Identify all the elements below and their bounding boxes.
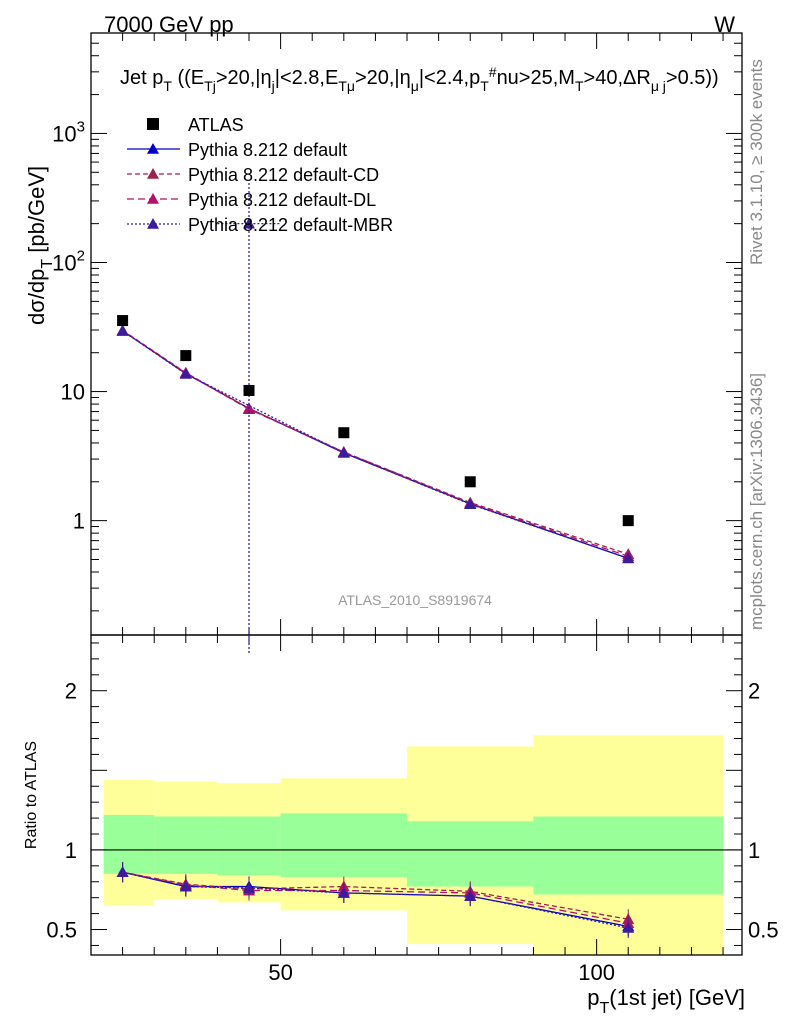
mc-series-2-line <box>122 330 629 557</box>
data-point <box>464 476 476 488</box>
ratio-y-tick-label-left: 0.5 <box>46 918 77 943</box>
data-point <box>243 384 255 396</box>
x-tick-label: 100 <box>578 960 615 985</box>
svg-text:dσ/dpT [pb/GeV]: dσ/dpT [pb/GeV] <box>24 166 56 325</box>
mc-series-3-point <box>337 446 350 458</box>
data-point <box>622 515 634 527</box>
stat-uncertainty-band-1 <box>154 816 218 874</box>
main-panel: Jet pT ((ETj>20,|ηj|<2.8,ETμ>20,|ημ|<2.4… <box>24 32 743 636</box>
legend-marker-atlas <box>147 118 159 130</box>
stat-uncertainty-band-2 <box>217 816 281 876</box>
mc-series-3-point <box>179 367 192 379</box>
data-point <box>117 315 129 327</box>
main-title: Jet pT ((ETj>20,|ηj|<2.8,ETμ>20,|ημ|<2.4… <box>120 64 719 94</box>
ratio-y-tick-label-right: 2 <box>748 679 760 704</box>
legend-label: Pythia 8.212 default-DL <box>188 190 376 210</box>
mc-series-3-point <box>464 498 477 510</box>
ratio-series-3-point <box>179 880 192 892</box>
main-y-tick-label: 102 <box>52 248 85 276</box>
process-label: W <box>714 12 735 37</box>
main-y-tick-label: 1 <box>73 509 85 534</box>
stat-uncertainty-band-0 <box>103 814 155 874</box>
main-y-tick-label: 103 <box>52 118 85 146</box>
data-point <box>338 427 350 439</box>
legend-marker-3 <box>147 193 159 204</box>
ratio-y-tick-label-left: 2 <box>65 679 77 704</box>
ratio-series-2-line <box>122 871 629 924</box>
legend-label: Pythia 8.212 default <box>188 140 347 160</box>
stat-uncertainty-band-4 <box>407 821 534 887</box>
mc-series-3-point <box>243 217 256 229</box>
x-tick-label: 50 <box>268 960 292 985</box>
ratio-series-3-line <box>122 871 629 929</box>
mcplots-label: mcplots.cern.ch [arXiv:1306.3436] <box>747 373 766 630</box>
ratio-series-3-point <box>243 882 256 893</box>
ratio-y-tick-label-right: 0.5 <box>748 918 779 943</box>
ratio-y-tick-label-left: 1 <box>65 838 77 863</box>
analysis-id-label: ATLAS_2010_S8919674 <box>338 592 492 608</box>
legend: ATLAS Pythia 8.212 default Pythia 8.212 de… <box>127 115 393 235</box>
legend-label: Pythia 8.212 default-CD <box>188 165 379 185</box>
ratio-y-tick-label-right: 1 <box>748 838 760 863</box>
legend-marker-4 <box>147 218 159 229</box>
x-axis-label: pT(1st jet) [GeV] <box>587 985 745 1017</box>
mc-series-3-line <box>122 330 629 559</box>
legend-label: Pythia 8.212 default-MBR <box>188 215 393 235</box>
legend-marker-2 <box>147 168 159 179</box>
ratio-series-3-point <box>464 890 477 901</box>
legend-marker-1 <box>147 143 159 154</box>
mc-series-0-line <box>122 330 629 559</box>
legend-label: ATLAS <box>188 115 244 135</box>
mc-series-3-point <box>622 552 635 564</box>
main-y-tick-label: 10 <box>61 380 85 405</box>
mc-series-3-point <box>116 324 129 336</box>
ratio-series-3-point <box>622 921 635 933</box>
mc-series-1-line <box>122 329 629 555</box>
data-point <box>180 350 192 362</box>
ratio-series-3-point <box>337 886 350 898</box>
ratio-panel: Ratio to ATLAS pT(1st jet) [GeV] 50 100 0.… <box>23 634 779 1017</box>
main-y-axis-label: dσ/dpT [pb/GeV] <box>24 166 56 325</box>
ratio-y-axis-label: Ratio to ATLAS <box>23 741 40 849</box>
svg-text:pT(1st jet) [GeV]: pT(1st jet) [GeV] <box>587 985 745 1017</box>
rivet-label: Rivet 3.1.10, ≥ 300k events <box>747 59 766 265</box>
stat-uncertainty-band-3 <box>280 813 408 877</box>
ratio-series-3-point <box>116 866 129 878</box>
ratio-frame <box>90 634 743 956</box>
stat-uncertainty-band-5 <box>533 816 724 895</box>
